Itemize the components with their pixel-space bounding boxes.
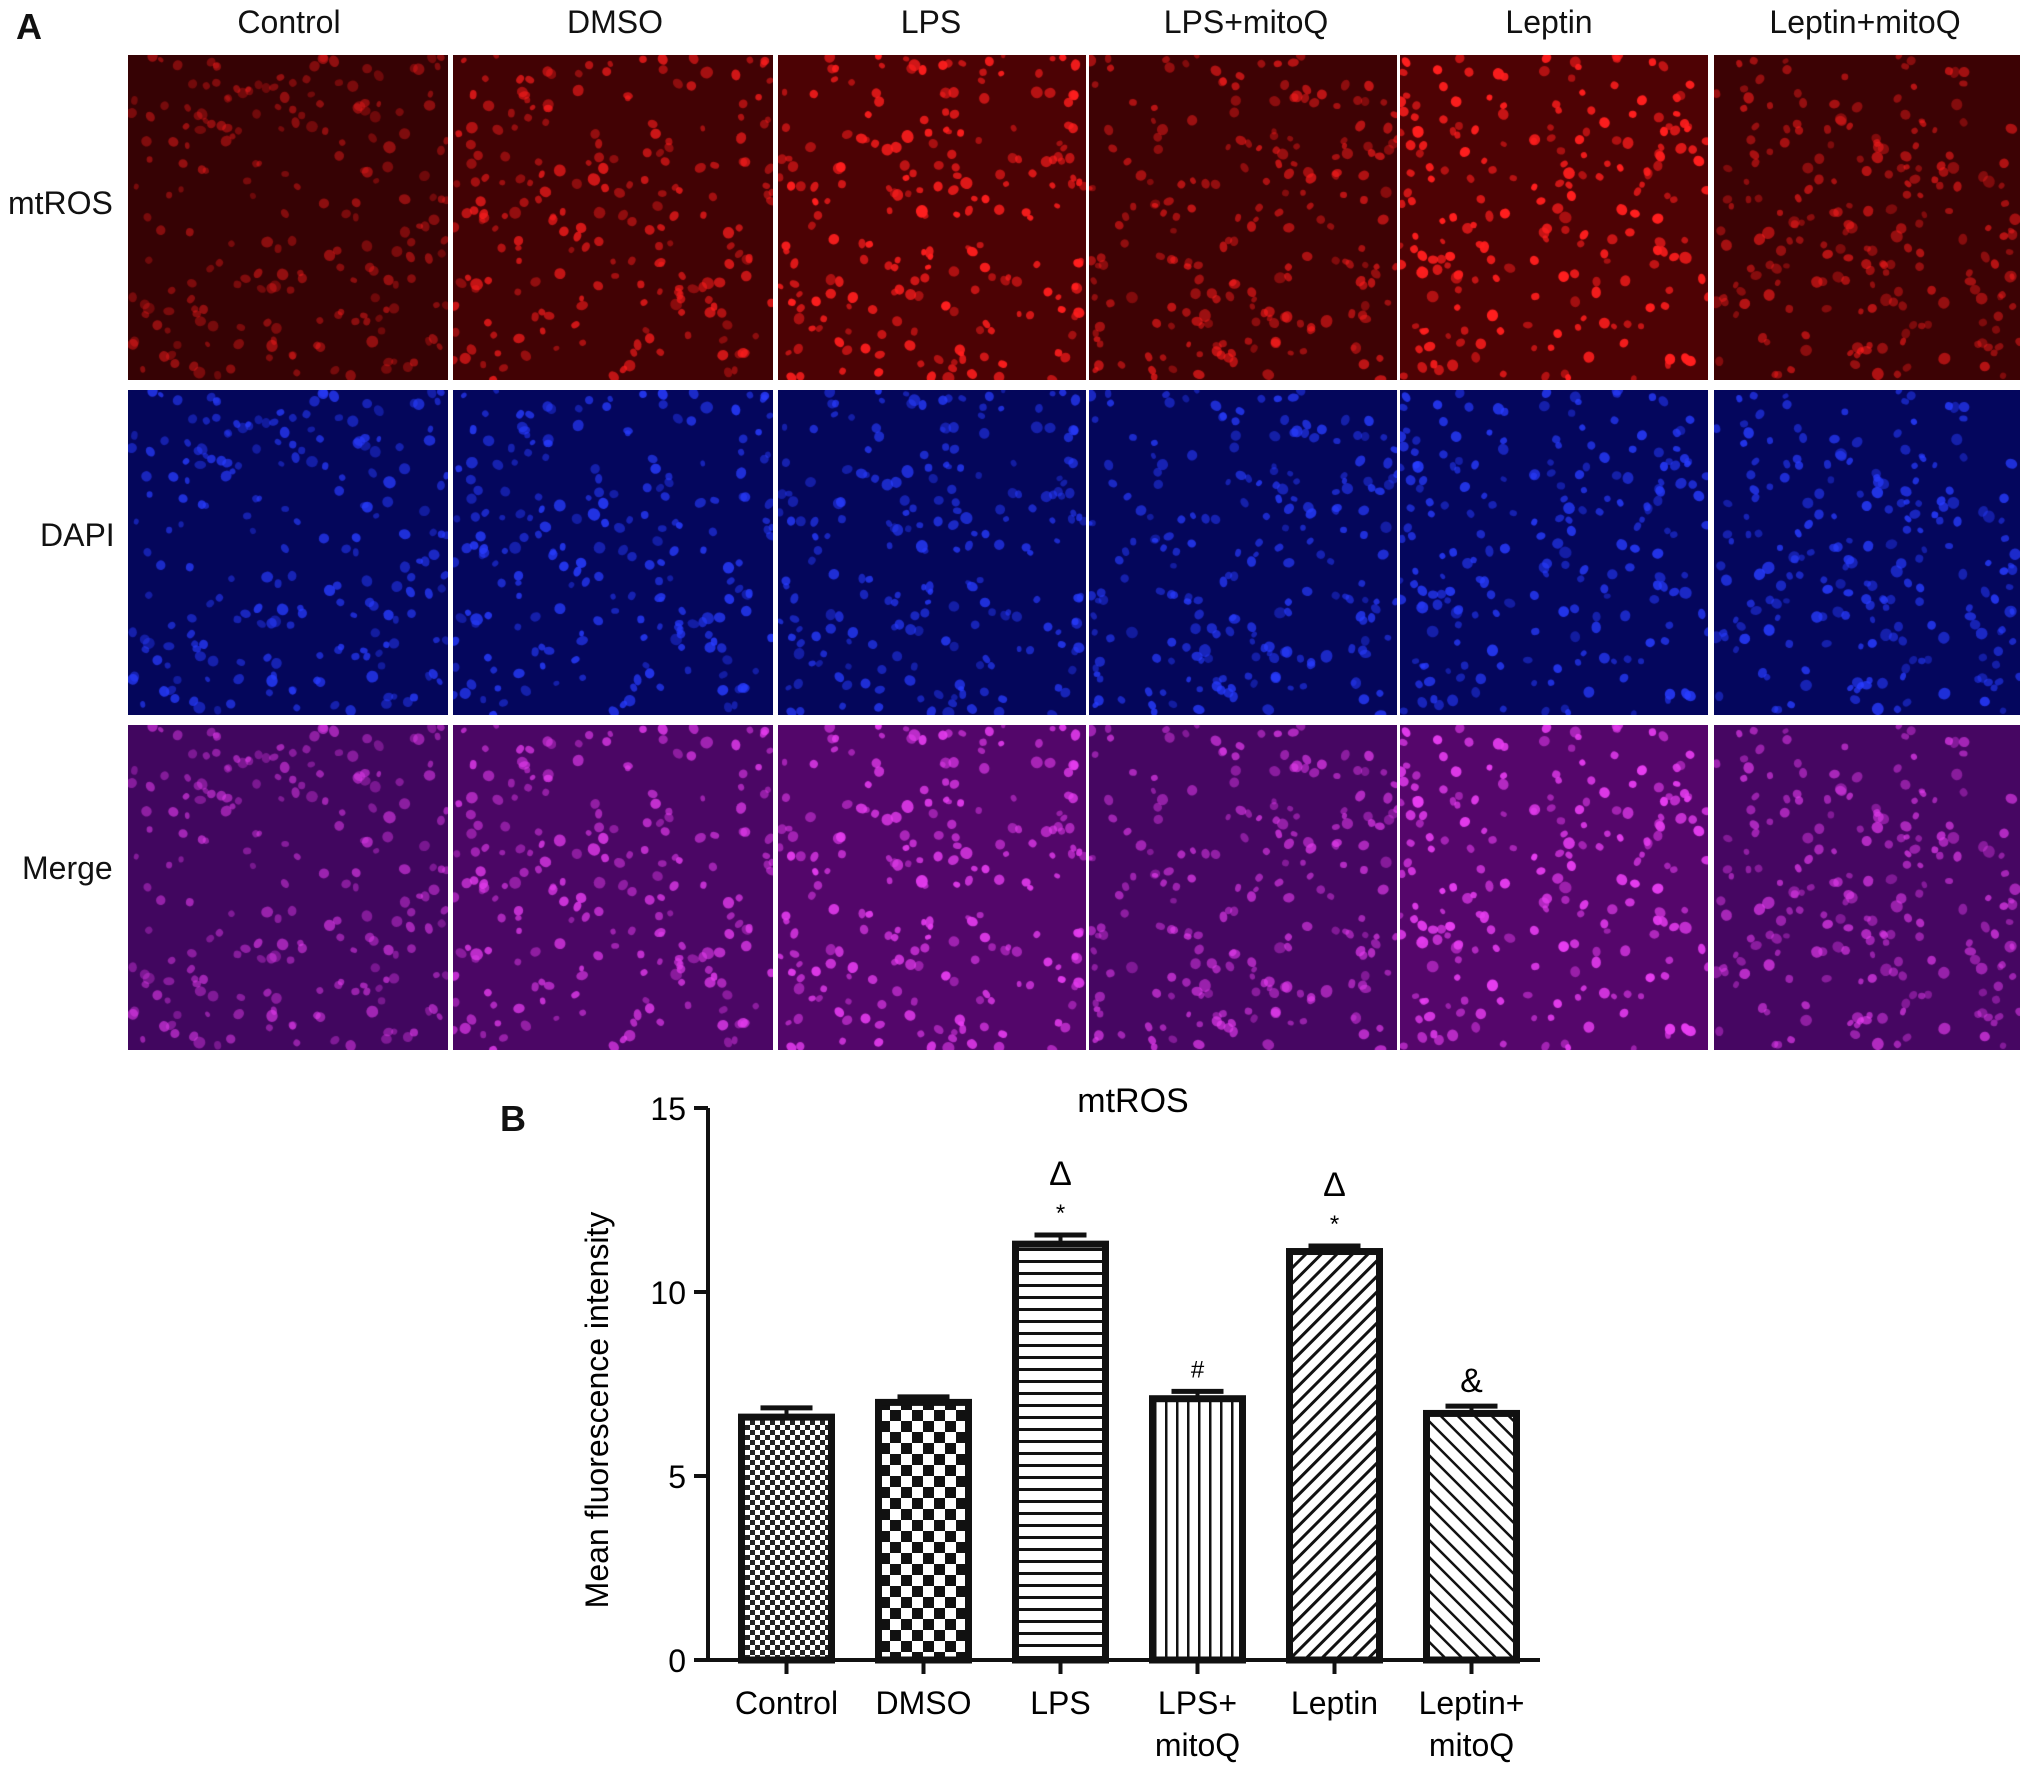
x-tick-label: LPS: [1030, 1685, 1090, 1721]
row-label-merge: Merge: [22, 850, 113, 886]
column-label-dmso: DMSO: [567, 4, 663, 40]
micrograph-merge-control: [128, 725, 448, 1050]
y-axis-label: Mean fluorescence intensity: [579, 1212, 615, 1609]
row-label-mtros: mtROS: [8, 185, 113, 221]
micrograph-mtros-lps-mitoq: [1089, 55, 1397, 380]
micrograph-mtros-leptin: [1400, 55, 1708, 380]
significance-mark: &: [1460, 1362, 1483, 1400]
bar: [738, 1413, 835, 1664]
micrograph-merge-dmso: [453, 725, 773, 1050]
significance-mark: *: [1056, 1200, 1065, 1227]
bar: [1423, 1409, 1520, 1664]
x-tick-label: DMSO: [876, 1685, 972, 1721]
panel-a-letter: A: [16, 6, 42, 47]
significance-mark: Δ: [1323, 1166, 1346, 1204]
row-label-dapi: DAPI: [40, 517, 115, 553]
x-tick-label: Leptin: [1291, 1685, 1378, 1721]
column-label-lps-mitoq: LPS+mitoQ: [1163, 4, 1329, 40]
y-tick-label: 0: [668, 1643, 686, 1679]
column-label-leptin-mitoq: Leptin+mitoQ: [1769, 4, 1961, 40]
micrograph-dapi-dmso: [453, 390, 773, 715]
y-tick-label: 5: [668, 1459, 686, 1495]
micrograph-merge-leptin-mitoq: [1714, 725, 2020, 1050]
micrograph-dapi-control: [128, 390, 448, 715]
y-tick-label: 15: [650, 1091, 686, 1127]
micrograph-merge-lps-mitoq: [1089, 725, 1397, 1050]
column-label-leptin: Leptin: [1505, 4, 1593, 40]
micrograph-mtros-leptin-mitoq: [1714, 55, 2020, 380]
significance-mark: Δ: [1049, 1155, 1072, 1193]
micrograph-dapi-leptin: [1400, 390, 1708, 715]
micrograph-mtros-lps: [778, 55, 1086, 380]
mtros-bar-chart: mtROS Mean fluorescence intensity 0 5 10 15…: [579, 1082, 1540, 1763]
x-tick-label: Control: [735, 1685, 838, 1721]
x-tick-label: LPS+: [1158, 1685, 1237, 1721]
bar: [1012, 1240, 1109, 1664]
micrograph-dapi-leptin-mitoq: [1714, 390, 2020, 715]
bar: [1149, 1395, 1246, 1664]
column-label-lps: LPS: [900, 4, 962, 40]
significance-mark: #: [1191, 1356, 1205, 1383]
bar: [1286, 1248, 1383, 1664]
x-tick-label: Leptin+: [1419, 1685, 1525, 1721]
micrograph-mtros-dmso: [453, 55, 773, 380]
x-tick-label: mitoQ: [1429, 1727, 1514, 1763]
chart-title: mtROS: [1077, 1082, 1188, 1120]
micrograph-dapi-lps-mitoq: [1089, 390, 1397, 715]
micrograph-merge-lps: [778, 725, 1086, 1050]
micrograph-dapi-lps: [778, 390, 1086, 715]
bar: [875, 1398, 972, 1664]
x-tick-label: mitoQ: [1155, 1727, 1240, 1763]
significance-mark: *: [1330, 1211, 1339, 1238]
panel-b-letter: B: [500, 1098, 526, 1139]
y-tick-label: 10: [650, 1275, 686, 1311]
micrograph-merge-leptin: [1400, 725, 1708, 1050]
column-label-control: Control: [237, 4, 341, 40]
micrograph-mtros-control: [128, 55, 448, 380]
